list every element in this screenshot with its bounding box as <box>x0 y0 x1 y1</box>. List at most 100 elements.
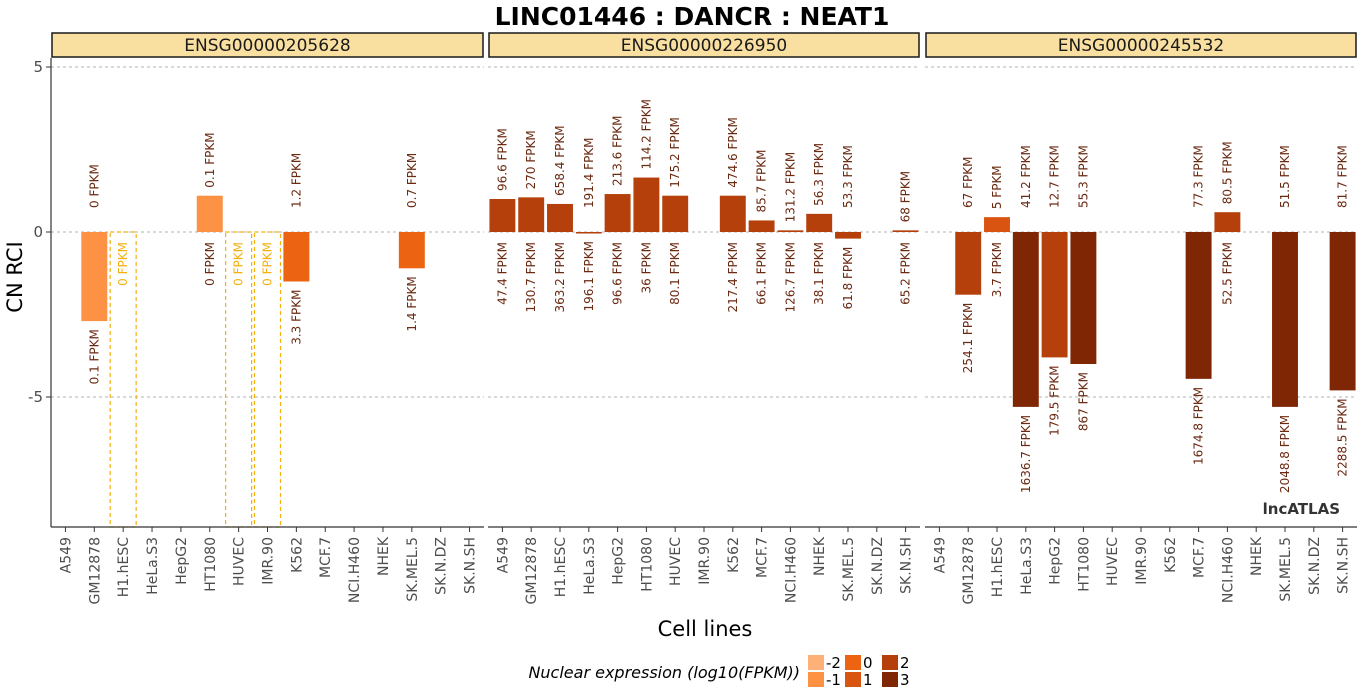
data-label-bottom: 3.7 FPKM <box>990 242 1004 297</box>
x-tick-label: SK.N.SH <box>899 537 915 594</box>
bar <box>806 213 833 232</box>
bar <box>633 177 660 232</box>
x-tick-label: SK.N.DZ <box>434 537 450 595</box>
bar <box>1185 232 1212 379</box>
facet-strip <box>925 32 1357 58</box>
data-label-top: 68 FPKM <box>899 171 913 222</box>
data-label-top: 5 FPKM <box>990 165 1004 209</box>
legend-swatch <box>882 655 898 670</box>
data-label-top: 53.3 FPKM <box>841 145 855 208</box>
bar <box>604 194 631 232</box>
facet-strip <box>51 32 484 58</box>
x-tick-label: HT1080 <box>1076 537 1092 592</box>
data-label-bottom: 867 FPKM <box>1076 372 1090 431</box>
x-tick-label: H1.hESC <box>553 537 569 597</box>
data-label-bottom: 254.1 FPKM <box>961 303 975 374</box>
facet-panel: ENSG00000245532 A549 67 FPKM 254.1 FPKM GM12… <box>925 32 1357 604</box>
x-tick-label: A549 <box>932 537 948 573</box>
data-label-bottom: 1636.7 FPKM <box>1019 415 1033 493</box>
data-label-bottom: 0 FPKM <box>261 242 275 286</box>
y-tick-label: -5 <box>28 388 43 406</box>
x-tick-label: HUVEC <box>1105 537 1121 586</box>
legend-key-label: -1 <box>826 671 841 689</box>
bar <box>1041 232 1068 358</box>
chart-title: LINC01446 : DANCR : NEAT1 <box>495 2 890 31</box>
facet-panel: ENSG00000226950 96.6 FPKM 47.4 FPKM A549 270… <box>488 32 920 604</box>
x-tick-label: K562 <box>289 537 305 573</box>
x-tick-label: K562 <box>1163 537 1179 573</box>
x-tick-label: IMR.90 <box>1134 537 1150 585</box>
facet-strip-label: ENSG00000245532 <box>1058 36 1224 56</box>
data-label-top: 0.1 FPKM <box>203 132 217 187</box>
x-tick-label: HeLa.S3 <box>145 537 161 595</box>
bar <box>518 197 545 232</box>
data-label-top: 56.3 FPKM <box>812 143 826 206</box>
x-tick-label: GM12878 <box>87 537 103 604</box>
data-label-bottom: 52.5 FPKM <box>1220 242 1234 305</box>
bar <box>81 232 108 322</box>
data-label-top: 191.4 FPKM <box>582 137 596 208</box>
data-label-bottom: 2288.5 FPKM <box>1336 398 1350 476</box>
data-label-bottom: 61.8 FPKM <box>841 247 855 310</box>
bar <box>1012 232 1039 407</box>
legend-swatch <box>808 655 824 670</box>
data-label-bottom: 1.4 FPKM <box>405 276 419 331</box>
data-label-top: 213.6 FPKM <box>611 116 625 187</box>
facet-panels: ENSG00000205628 A549 0 FPKM 0.1 FPKM GM12878… <box>50 32 1357 604</box>
x-tick-label: NCI.H460 <box>1220 537 1236 603</box>
x-tick-label: SK.N.SH <box>463 537 479 594</box>
data-label-bottom: 36 FPKM <box>639 242 653 293</box>
bar <box>1272 232 1298 407</box>
bar <box>748 220 775 232</box>
data-label-top: 41.2 FPKM <box>1019 145 1033 208</box>
data-label-bottom: 363.2 FPKM <box>553 242 567 313</box>
data-label-top: 51.5 FPKM <box>1278 145 1292 208</box>
data-label-top: 175.2 FPKM <box>668 117 682 188</box>
data-label-top: 658.4 FPKM <box>553 125 567 196</box>
legend-swatch <box>845 672 861 687</box>
bar <box>1070 232 1097 364</box>
y-axis-ticks: 5 0 -5 <box>28 58 51 406</box>
legend-key-label: -2 <box>826 654 841 672</box>
data-label-bottom: 47.4 FPKM <box>495 242 509 305</box>
legend-key-label: 0 <box>863 654 873 672</box>
data-label-top: 0 FPKM <box>87 164 101 208</box>
x-tick-label: SK.MEL.5 <box>405 537 421 602</box>
bar <box>892 230 919 232</box>
x-tick-label: HT1080 <box>203 537 219 592</box>
x-tick-label: H1.hESC <box>990 537 1006 597</box>
x-tick-label: SK.N.DZ <box>870 537 886 595</box>
legend-swatch <box>882 672 898 687</box>
data-label-bottom: 0 FPKM <box>232 242 246 286</box>
data-label-bottom: 80.1 FPKM <box>668 242 682 305</box>
data-label-top: 1.2 FPKM <box>289 153 303 208</box>
bar <box>984 217 1010 232</box>
bar <box>196 195 223 232</box>
data-label-bottom: 96.6 FPKM <box>611 242 625 305</box>
facet-panel: ENSG00000205628 A549 0 FPKM 0.1 FPKM GM12878… <box>51 32 484 604</box>
bar <box>1329 232 1356 391</box>
data-label-bottom: 0.1 FPKM <box>87 329 101 384</box>
y-tick-label: 0 <box>33 223 43 241</box>
x-tick-label: HeLa.S3 <box>582 537 598 595</box>
x-tick-label: NCI.H460 <box>347 537 363 603</box>
x-tick-label: A549 <box>495 537 511 573</box>
data-label-top: 12.7 FPKM <box>1048 145 1062 208</box>
x-tick-label: SK.N.SH <box>1336 537 1352 594</box>
x-tick-label: GM12878 <box>524 537 540 604</box>
x-tick-label: A549 <box>58 537 74 573</box>
data-label-bottom: 130.7 FPKM <box>524 242 538 313</box>
x-tick-label: GM12878 <box>961 537 977 604</box>
legend-key-label: 2 <box>900 654 910 672</box>
data-label-top: 96.6 FPKM <box>495 128 509 191</box>
bar <box>575 232 602 234</box>
x-tick-label: MCF.7 <box>318 537 334 578</box>
x-tick-label: NCI.H460 <box>783 537 799 603</box>
data-label-top: 77.3 FPKM <box>1192 145 1206 208</box>
data-label-bottom: 1674.8 FPKM <box>1192 387 1206 465</box>
data-label-bottom: 2048.8 FPKM <box>1278 415 1292 493</box>
data-label-top: 0.7 FPKM <box>405 153 419 208</box>
data-label-top: 55.3 FPKM <box>1076 145 1090 208</box>
y-tick-label: 5 <box>33 58 43 76</box>
